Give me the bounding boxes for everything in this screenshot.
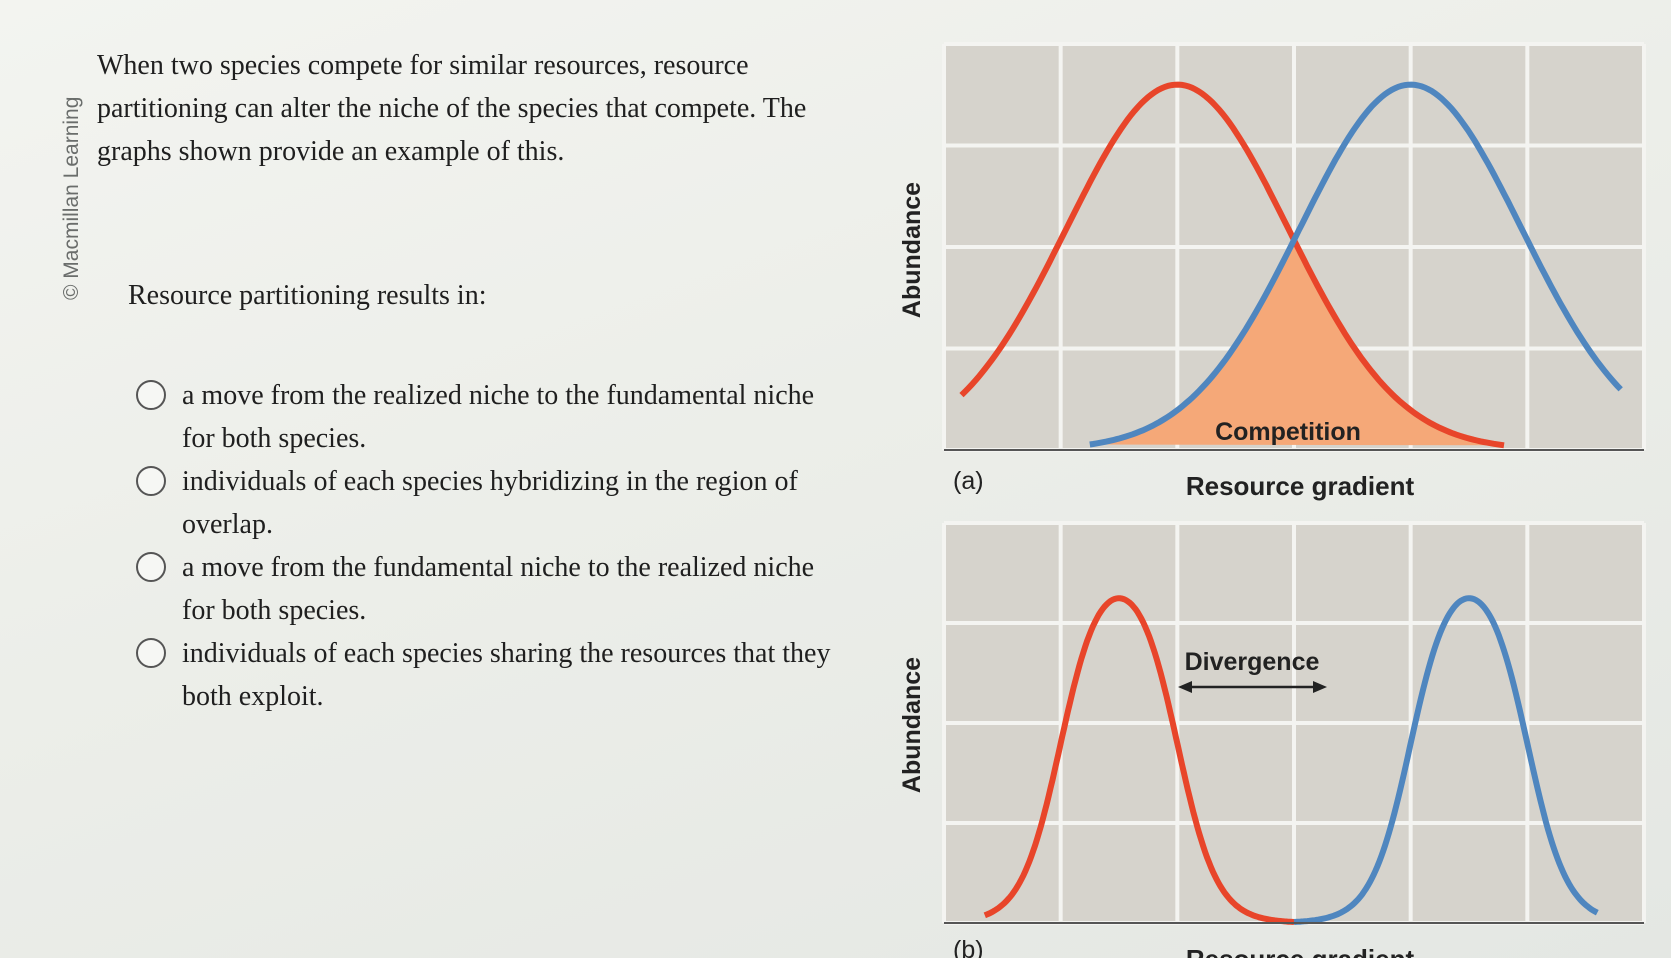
chart-panel-a: Competition (a) Resource gradient Abunda… (898, 42, 1646, 501)
species-2-curve (1293, 595, 1599, 925)
answer-option-3[interactable]: a move from the fundamental niche to the… (136, 546, 836, 632)
answer-options: a move from the realized niche to the fu… (136, 374, 836, 718)
species-2-curve (1089, 81, 1623, 448)
answer-option-label: individuals of each species hybridizing … (182, 466, 798, 540)
answer-option-label: a move from the realized niche to the fu… (182, 380, 815, 454)
answer-option-label: individuals of each species sharing the … (182, 638, 831, 712)
answer-option-2[interactable]: individuals of each species hybridizing … (136, 460, 836, 546)
radio-button-icon[interactable] (136, 466, 166, 496)
radio-button-icon[interactable] (136, 552, 166, 582)
intro-text: When two species compete for similar res… (97, 50, 807, 167)
x-axis-label-a: Resource gradient (1186, 471, 1415, 501)
panel-label-b: (b) (953, 936, 984, 958)
answer-option-4[interactable]: individuals of each species sharing the … (136, 632, 836, 718)
divergence-arrow-icon (1178, 681, 1327, 693)
competition-overlap-area (1089, 240, 1504, 446)
species-1-curve (983, 595, 1295, 925)
answer-option-label: a move from the fundamental niche to the… (182, 552, 815, 626)
radio-button-icon[interactable] (136, 638, 166, 668)
y-axis-label-b: Abundance (898, 657, 926, 793)
species-1-curve (959, 81, 1505, 449)
panel-label-a: (a) (953, 467, 984, 495)
x-axis-label-b: Resource gradient (1186, 944, 1415, 958)
radio-button-icon[interactable] (136, 380, 166, 410)
divergence-annotation: Divergence (1185, 648, 1320, 676)
question-prompt: Resource partitioning results in: (128, 280, 487, 311)
chart-panel-b: Divergence (b) Resource gradient Abundan… (898, 521, 1646, 958)
y-axis-label-a: Abundance (898, 182, 926, 318)
answer-option-1[interactable]: a move from the realized niche to the fu… (136, 374, 836, 460)
competition-annotation: Competition (1215, 418, 1361, 446)
grid-lines (942, 521, 1646, 925)
